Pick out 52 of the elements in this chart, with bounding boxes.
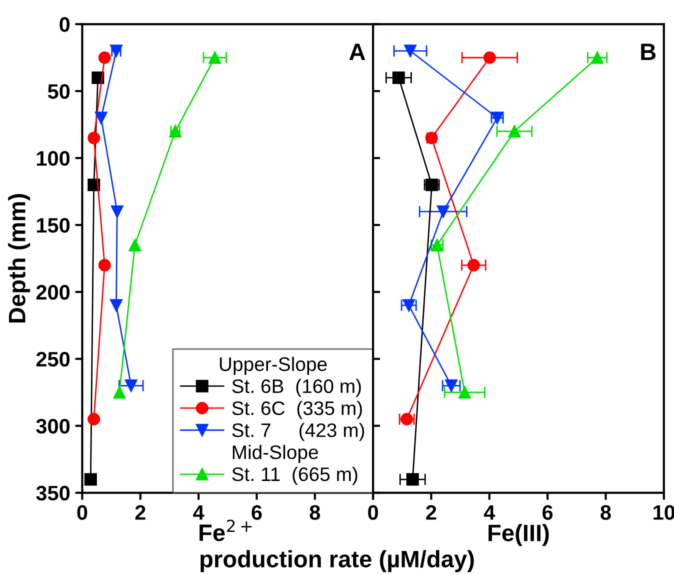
legend-label: St. 6C (335 m) <box>232 400 362 419</box>
point <box>208 51 222 64</box>
text: A <box>349 44 366 60</box>
point <box>436 205 450 218</box>
y-tick-label: 350 <box>36 486 70 501</box>
y-tick-label: 200 <box>36 284 70 300</box>
point <box>445 379 458 392</box>
x-axis-title: Fe$^{2+}$ <box>200 520 252 542</box>
point <box>94 112 108 124</box>
point <box>404 44 417 58</box>
annotation: Mid-Slope <box>232 444 318 463</box>
y-tick-label: 50 <box>48 84 70 99</box>
point <box>110 299 123 312</box>
point <box>483 51 496 64</box>
text: B <box>641 44 656 60</box>
legend-title: Upper-Slope <box>220 356 327 375</box>
point <box>467 258 480 272</box>
x-tick-label: 0 <box>77 505 88 520</box>
x-tick-label: 2 <box>135 505 146 520</box>
legend-label: St. 6B (160 m) <box>232 378 361 397</box>
x-axis-title: Fe(III) <box>488 524 549 546</box>
x-tick-label: 8 <box>600 505 611 520</box>
x-tick-label: 0 <box>368 505 378 520</box>
x-tick-label: 4 <box>484 505 496 520</box>
point <box>392 71 405 84</box>
x-tick-label: 8 <box>310 505 320 520</box>
point <box>88 132 100 144</box>
point <box>98 258 111 272</box>
point <box>98 51 111 64</box>
x-tick-label: 2 <box>426 505 436 520</box>
legend-label: St. 7 (423 m) <box>232 422 364 441</box>
point <box>124 379 138 392</box>
point <box>88 412 100 426</box>
legend-label: St. 11 (665 m) <box>232 466 358 485</box>
point <box>113 386 126 399</box>
y-tick-label: 100 <box>36 151 70 166</box>
point <box>591 51 604 64</box>
point <box>128 238 142 252</box>
y-axis-title: Depth (mm) <box>8 194 30 322</box>
y-tick-label: 300 <box>36 418 70 434</box>
text: production rate (µM/day) <box>200 550 474 572</box>
point <box>110 205 124 218</box>
x-tick-label: 6 <box>542 505 553 520</box>
point <box>508 125 521 138</box>
point <box>458 386 471 399</box>
point <box>406 473 419 486</box>
y-tick-label: 150 <box>36 218 70 233</box>
y-tick-label: 0 <box>60 17 70 32</box>
y-tick-label: 250 <box>36 352 70 367</box>
point <box>84 473 97 486</box>
x-tick-label: 6 <box>252 505 262 520</box>
x-tick-label: 4 <box>193 505 204 520</box>
